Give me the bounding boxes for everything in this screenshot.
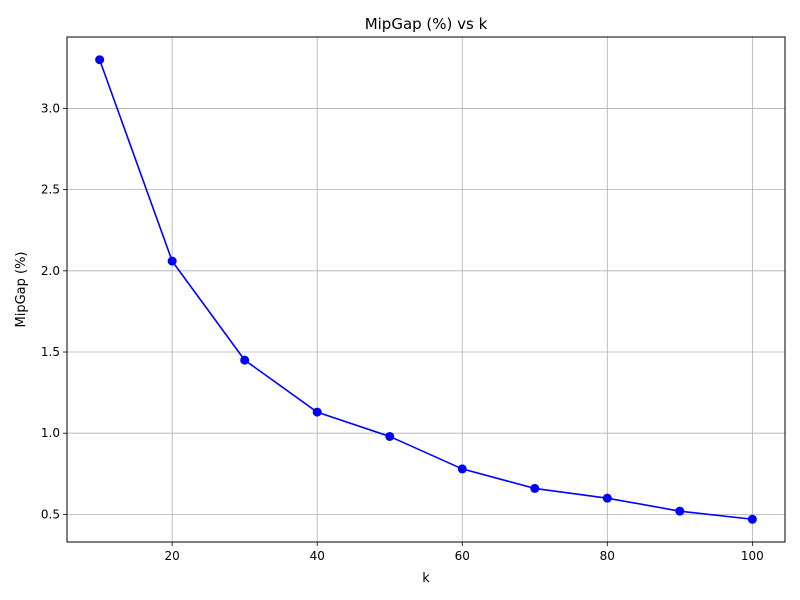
x-axis-label: k: [422, 571, 430, 586]
x-tick-label: 40: [310, 549, 325, 563]
y-tick-label: 2.0: [41, 264, 60, 278]
data-point: [457, 464, 467, 474]
x-tick-label: 20: [165, 549, 180, 563]
series-line: [98, 59, 753, 521]
data-point: [167, 256, 177, 266]
x-tick-label: 80: [600, 549, 615, 563]
y-tick-label: 1.5: [41, 345, 60, 359]
y-axis-label: MipGap (%): [14, 251, 29, 327]
data-point: [675, 506, 685, 516]
data-point: [312, 407, 322, 417]
x-tick-label: 100: [741, 549, 764, 563]
data-point: [602, 493, 612, 503]
series-layer: [95, 55, 757, 524]
x-tick-label: 60: [455, 549, 470, 563]
data-point: [747, 514, 757, 524]
y-tick-label: 2.5: [41, 183, 60, 197]
y-tick-label: 3.0: [41, 101, 60, 115]
plot-frame: [66, 36, 786, 543]
y-tick-label: 1.0: [41, 426, 60, 440]
data-point: [95, 55, 105, 65]
chart-title: MipGap (%) vs k: [365, 15, 488, 33]
data-point: [385, 431, 395, 441]
data-point: [240, 355, 250, 365]
y-tick-label: 0.5: [41, 507, 60, 521]
grid: [67, 37, 785, 542]
data-point: [530, 483, 540, 493]
ticks: 20 40 60 80 100 0.5 1.0 1.5 2.0 2.5 3.0: [41, 101, 764, 563]
